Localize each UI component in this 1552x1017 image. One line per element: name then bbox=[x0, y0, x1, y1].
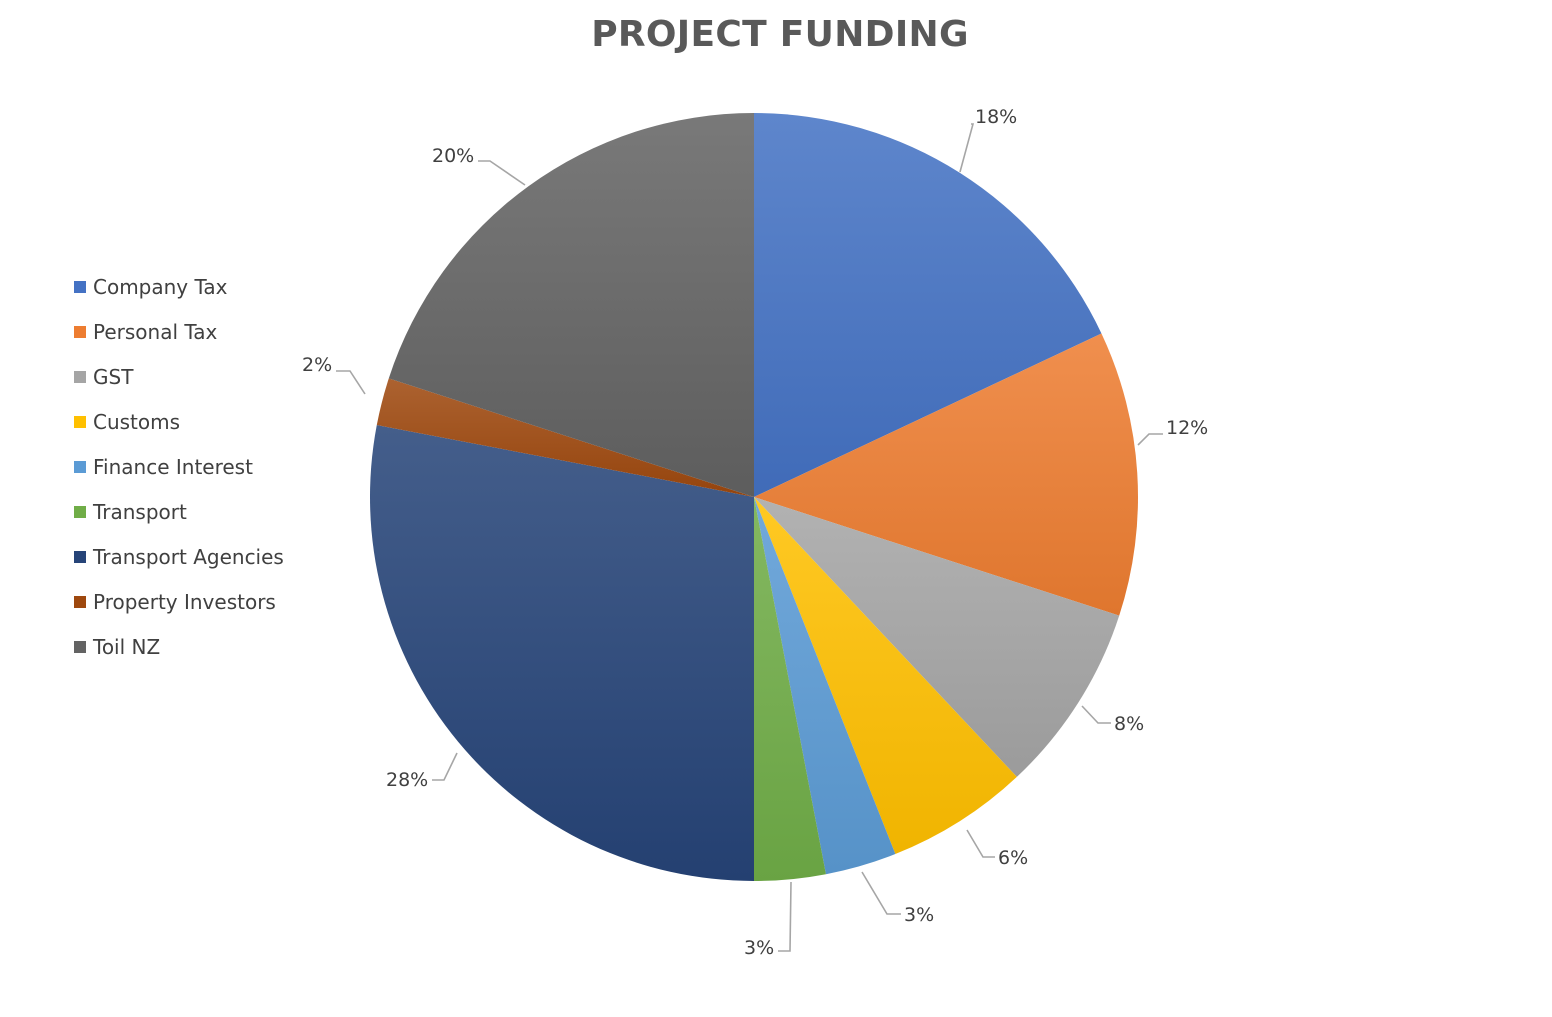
data-label-finance-interest: 3% bbox=[904, 904, 934, 926]
chart-title: PROJECT FUNDING bbox=[591, 14, 969, 55]
legend-label: GST bbox=[93, 364, 134, 389]
legend-swatch bbox=[74, 640, 86, 653]
legend-item-company-tax: Company Tax bbox=[74, 264, 284, 309]
legend-item-transport-agencies: Transport Agencies bbox=[74, 534, 284, 579]
leader-line-property-investors bbox=[336, 370, 366, 395]
pie-slice-customs bbox=[754, 497, 1017, 855]
legend-label: Transport Agencies bbox=[93, 544, 284, 569]
legend-item-property-investors: Property Investors bbox=[74, 579, 284, 624]
data-label-property-investors: 2% bbox=[302, 354, 332, 376]
data-label-company-tax: 18% bbox=[975, 106, 1017, 128]
legend-label: Property Investors bbox=[93, 589, 276, 614]
legend-item-gst: GST bbox=[74, 354, 284, 399]
legend-label: Toil NZ bbox=[93, 634, 161, 659]
pie-slice-transport bbox=[754, 497, 826, 881]
pie-slice-toil-nz bbox=[388, 112, 754, 498]
legend-swatch bbox=[74, 415, 86, 428]
leader-line-personal-tax bbox=[1137, 433, 1163, 446]
legend-label: Customs bbox=[93, 409, 181, 434]
leader-line-transport bbox=[778, 881, 792, 952]
legend-swatch bbox=[74, 505, 86, 518]
legend-item-finance-interest: Finance Interest bbox=[74, 444, 284, 489]
leader-line-transport-agencies bbox=[432, 752, 458, 781]
pie-slice-finance-interest bbox=[754, 497, 896, 875]
leader-line-finance-interest bbox=[861, 871, 901, 915]
data-label-toil-nz: 20% bbox=[432, 145, 474, 167]
legend-swatch bbox=[74, 280, 86, 293]
data-label-transport: 3% bbox=[744, 937, 774, 959]
pie-slice-gst bbox=[754, 497, 1120, 777]
legend-label: Company Tax bbox=[93, 274, 228, 299]
legend-label: Transport bbox=[93, 499, 187, 524]
leader-line-gst bbox=[1081, 705, 1111, 724]
pie-slice-property-investors bbox=[376, 378, 754, 497]
pie-slice-personal-tax bbox=[754, 333, 1139, 616]
legend-item-customs: Customs bbox=[74, 399, 284, 444]
legend-swatch bbox=[74, 325, 86, 338]
legend-swatch bbox=[74, 460, 86, 473]
data-label-gst: 8% bbox=[1114, 713, 1144, 735]
data-label-personal-tax: 12% bbox=[1166, 417, 1208, 439]
legend-item-transport: Transport bbox=[74, 489, 284, 534]
leader-line-company-tax bbox=[959, 123, 975, 173]
legend-swatch bbox=[74, 550, 86, 563]
legend-swatch bbox=[74, 595, 86, 608]
data-label-customs: 6% bbox=[998, 847, 1028, 869]
data-label-transport-agencies: 28% bbox=[386, 769, 428, 791]
legend-label: Personal Tax bbox=[93, 319, 218, 344]
legend-item-personal-tax: Personal Tax bbox=[74, 309, 284, 354]
pie-slice-transport-agencies bbox=[369, 425, 754, 881]
legend-item-toil-nz: Toil NZ bbox=[74, 624, 284, 669]
legend: Company Tax Personal Tax GST Customs Finance… bbox=[74, 264, 284, 669]
pie-slice-company-tax bbox=[754, 113, 1102, 497]
leader-line-toil-nz bbox=[478, 160, 526, 186]
leader-line-customs bbox=[966, 829, 995, 858]
legend-label: Finance Interest bbox=[93, 454, 253, 479]
legend-swatch bbox=[74, 370, 86, 383]
